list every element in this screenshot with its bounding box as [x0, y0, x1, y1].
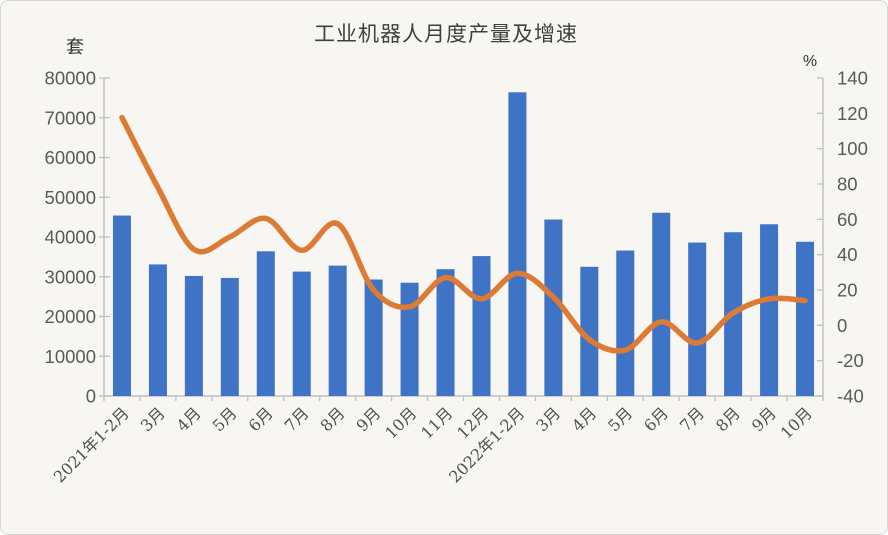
growth-rate-line — [119, 114, 808, 354]
x-axis-category-label: 4月 — [173, 403, 205, 435]
left-axis-tick-label: 40000 — [45, 227, 96, 248]
left-axis-unit-label: 套 — [66, 37, 84, 58]
right-axis-tick-label: 0 — [837, 315, 847, 336]
x-axis-category-label: 7月 — [281, 403, 313, 435]
x-axis-category-label: 6月 — [640, 403, 672, 435]
x-axis-category-label: 5月 — [604, 403, 636, 435]
left-axis-tick-label: 10000 — [45, 346, 96, 367]
left-axis-tick-label: 30000 — [45, 266, 96, 287]
axis-tick-labels: 0 10000 20000 30000 40000 50000 60000 70000 8000… — [45, 68, 868, 487]
right-axis-tick-label: 20 — [837, 280, 858, 301]
growth-line — [119, 114, 808, 354]
x-axis-category-label: 2021年1-2月 — [50, 403, 133, 486]
production-bar — [616, 250, 635, 396]
production-bar — [544, 219, 563, 396]
production-bar — [328, 265, 347, 396]
right-axis-tick-label: -20 — [837, 350, 864, 371]
x-axis-category-label: 3月 — [532, 403, 564, 435]
right-axis-tick-label: 40 — [837, 244, 858, 265]
left-axis-tick-label: 50000 — [45, 187, 96, 208]
x-axis-category-label: 10月 — [381, 403, 420, 442]
production-bar — [652, 212, 671, 396]
left-axis-tick-label: 20000 — [45, 306, 96, 327]
x-axis-category-label: 8月 — [317, 403, 349, 435]
chart-title: 工业机器人月度产量及增速 — [314, 22, 578, 46]
production-bars — [112, 92, 815, 396]
x-axis-category-label: 9月 — [748, 403, 780, 435]
production-bar — [220, 277, 239, 396]
axes — [99, 77, 824, 401]
left-axis-tick-label: 70000 — [45, 107, 96, 128]
production-bar — [688, 242, 707, 396]
right-axis-tick-label: 120 — [837, 103, 868, 124]
x-axis-category-label: 11月 — [417, 403, 456, 442]
left-axis-tick-label: 0 — [86, 386, 96, 407]
x-axis-category-label: 4月 — [568, 403, 600, 435]
x-axis-category-label: 9月 — [353, 403, 385, 435]
production-bar — [796, 241, 815, 396]
x-axis-category-label: 7月 — [676, 403, 708, 435]
production-bar — [292, 271, 311, 396]
production-bar — [760, 224, 779, 396]
right-axis-tick-label: 100 — [837, 138, 868, 159]
production-bar — [112, 215, 131, 396]
left-axis-tick-label: 80000 — [45, 68, 96, 89]
left-axis-tick-label: 60000 — [45, 147, 96, 168]
x-axis-category-label: 8月 — [712, 403, 744, 435]
right-axis-unit-label: % — [803, 53, 817, 70]
production-bar — [148, 264, 167, 396]
right-axis-tick-label: 140 — [837, 68, 868, 89]
right-axis-tick-label: 80 — [837, 174, 858, 195]
production-bar — [436, 269, 455, 396]
production-bar — [508, 92, 527, 396]
x-axis-category-label: 5月 — [209, 403, 241, 435]
x-axis-category-label: 3月 — [137, 403, 169, 435]
right-axis-tick-label: -40 — [837, 386, 864, 407]
production-bar — [184, 275, 203, 396]
production-bar — [256, 251, 275, 396]
production-bar — [580, 266, 599, 396]
x-axis-category-label: 6月 — [245, 403, 277, 435]
production-bar — [472, 256, 491, 396]
right-axis-tick-label: 60 — [837, 209, 858, 230]
production-bar — [364, 279, 383, 396]
production-bar — [400, 282, 419, 396]
x-axis-category-label: 10月 — [777, 403, 816, 442]
